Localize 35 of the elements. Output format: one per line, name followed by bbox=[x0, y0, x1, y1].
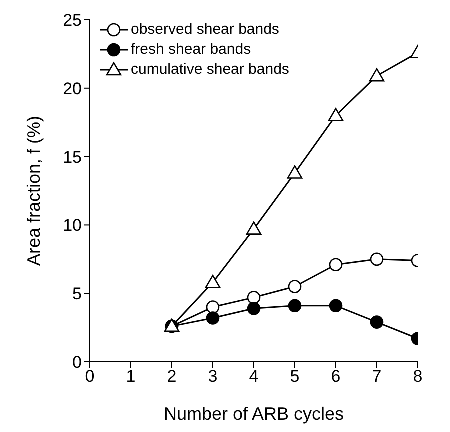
x-tick-label: 7 bbox=[372, 367, 382, 386]
point bbox=[288, 299, 302, 313]
y-tick-label: 0 bbox=[72, 353, 82, 372]
point bbox=[247, 302, 261, 316]
y-tick-label: 25 bbox=[63, 11, 82, 30]
point bbox=[205, 275, 221, 288]
point bbox=[370, 252, 384, 266]
y-axis-title: Area fraction, f (%) bbox=[24, 116, 44, 266]
point bbox=[246, 222, 262, 235]
y-tick-label: 20 bbox=[63, 79, 82, 98]
y-tick-label: 5 bbox=[72, 284, 82, 304]
legend-label: observed shear bands bbox=[131, 20, 280, 40]
x-tick-label: 2 bbox=[167, 367, 177, 386]
x-tick-label: 3 bbox=[208, 367, 218, 386]
point bbox=[287, 166, 303, 179]
x-tick-label: 8 bbox=[413, 367, 423, 386]
point bbox=[247, 291, 261, 304]
point bbox=[329, 299, 343, 313]
legend-label: fresh shear bands bbox=[131, 40, 252, 60]
y-tick-label: 10 bbox=[63, 216, 82, 236]
point bbox=[329, 258, 343, 272]
x-axis-title: Number of ARB cycles bbox=[164, 404, 344, 424]
x-tick-label: 6 bbox=[331, 367, 341, 386]
x-tick-label: 5 bbox=[290, 367, 300, 386]
point bbox=[370, 316, 384, 329]
point bbox=[328, 108, 344, 122]
point bbox=[369, 68, 385, 82]
point bbox=[288, 280, 302, 294]
point bbox=[206, 312, 220, 325]
x-tick-label: 1 bbox=[126, 367, 136, 386]
point bbox=[206, 300, 220, 314]
y-tick-label: 15 bbox=[63, 148, 82, 167]
x-tick-label: 0 bbox=[85, 367, 95, 386]
x-tick-label: 4 bbox=[249, 367, 259, 386]
legend-label: cumulative shear bands bbox=[131, 60, 290, 80]
